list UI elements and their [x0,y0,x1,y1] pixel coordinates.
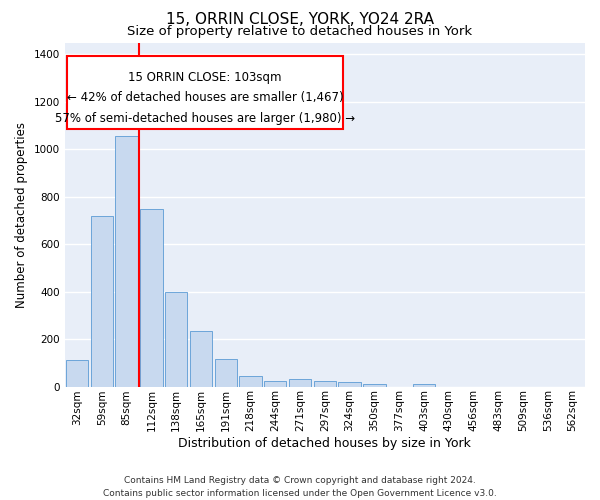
Bar [338,382,361,386]
Bar [140,208,163,386]
FancyBboxPatch shape [67,56,343,128]
X-axis label: Distribution of detached houses by size in York: Distribution of detached houses by size … [178,437,471,450]
Bar [91,216,113,386]
Bar [165,292,187,386]
Bar [314,380,336,386]
Bar [239,376,262,386]
Text: 15 ORRIN CLOSE: 103sqm: 15 ORRIN CLOSE: 103sqm [128,70,282,84]
Text: 15, ORRIN CLOSE, YORK, YO24 2RA: 15, ORRIN CLOSE, YORK, YO24 2RA [166,12,434,28]
Bar [190,331,212,386]
Bar [264,380,286,386]
Text: ← 42% of detached houses are smaller (1,467): ← 42% of detached houses are smaller (1,… [67,92,343,104]
Bar [289,380,311,386]
Bar [115,136,138,386]
Bar [413,384,435,386]
Text: 57% of semi-detached houses are larger (1,980) →: 57% of semi-detached houses are larger (… [55,112,355,125]
Y-axis label: Number of detached properties: Number of detached properties [15,122,28,308]
Bar [215,360,237,386]
Bar [363,384,386,386]
Text: Contains HM Land Registry data © Crown copyright and database right 2024.
Contai: Contains HM Land Registry data © Crown c… [103,476,497,498]
Text: Size of property relative to detached houses in York: Size of property relative to detached ho… [127,25,473,38]
Bar [66,360,88,386]
